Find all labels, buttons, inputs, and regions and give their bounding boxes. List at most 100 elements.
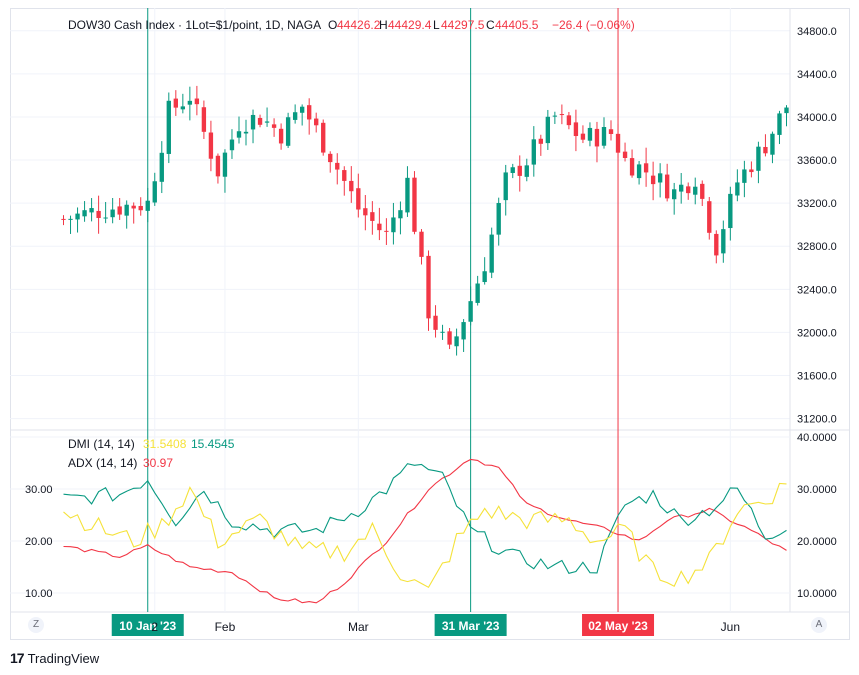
tradingview-logo[interactable]: 17 TradingView	[10, 650, 99, 666]
indicator-legend: DMI (14, 14) 31.5408 15.4545 ADX (14, 14…	[68, 437, 235, 470]
tradingview-mark: 17	[10, 650, 25, 666]
candle-body	[664, 174, 670, 199]
open-value: 44426.2	[337, 18, 381, 32]
candle-body	[482, 271, 487, 283]
candle-body	[707, 201, 712, 233]
candle-body	[194, 98, 200, 105]
marker-date-badge	[111, 614, 184, 636]
price-tick-label: 34800.0	[797, 26, 837, 38]
symbol-title: DOW30 Cash Index · 1Lot=$1/point, 1D, NA…	[68, 18, 321, 32]
time-tick-label: 2	[151, 620, 158, 634]
candle-body	[264, 121, 270, 123]
candle-body	[784, 107, 789, 114]
candle-body	[777, 113, 782, 135]
candle-body	[82, 210, 87, 217]
candle-body	[601, 127, 607, 146]
candle-body	[566, 115, 572, 126]
time-tick-label: Jun	[721, 620, 740, 634]
candle-body	[236, 131, 242, 138]
change-value: −26.4 (−0.06%)	[552, 18, 635, 32]
candle-body	[629, 158, 635, 176]
candle-body	[573, 122, 579, 137]
candle-body	[89, 208, 94, 213]
candle-body	[250, 114, 256, 130]
candle-body	[370, 212, 375, 221]
indicator-tick-label-left: 20.00	[25, 536, 53, 548]
candle-body	[489, 234, 494, 273]
candle-body	[742, 169, 747, 183]
price-tick-label: 31200.0	[797, 414, 837, 426]
candle-body	[145, 200, 150, 211]
open-label: O	[328, 18, 337, 32]
indicator-tick-label-left: 30.00	[25, 484, 53, 496]
candle-body	[468, 301, 473, 322]
indicator-tick-label-right: 10.0000	[797, 588, 837, 600]
marker-date-badge	[434, 614, 507, 636]
candle-body	[587, 127, 593, 141]
candle-body	[524, 165, 529, 177]
candle-body	[412, 177, 417, 232]
candle-body	[636, 164, 642, 179]
candle-body	[461, 322, 466, 340]
candle-body	[433, 315, 438, 330]
candle-body	[285, 117, 291, 146]
price-tick-label: 31600.0	[797, 371, 837, 383]
candle-body	[398, 210, 403, 219]
candle-body	[328, 153, 333, 163]
candle-body	[770, 133, 775, 155]
marker-date-badge	[582, 614, 655, 636]
candle-body	[201, 107, 207, 132]
scroll-left-button[interactable]: Z	[28, 617, 44, 633]
indicator-tick-label-left: 10.00	[25, 588, 53, 600]
candle-body	[363, 208, 368, 216]
candle-body	[138, 205, 143, 211]
price-tick-label: 32000.0	[797, 327, 837, 339]
chart-frame	[10, 8, 850, 640]
candle-body	[356, 188, 361, 210]
candle-body	[622, 151, 628, 159]
candle-body	[657, 173, 663, 183]
candle-body	[384, 230, 389, 232]
candle-body	[728, 193, 733, 229]
candle-body	[643, 163, 649, 173]
marker-date-label: 31 Mar '23	[442, 619, 500, 633]
candle-body	[257, 117, 263, 125]
candle-body	[735, 182, 740, 196]
candle-body	[615, 133, 621, 153]
price-tick-label: 32800.0	[797, 241, 837, 253]
candle-body	[110, 209, 115, 218]
candle-body	[693, 186, 698, 195]
price-tick-label: 33200.0	[797, 198, 837, 210]
candle-body	[271, 124, 277, 128]
candle-body	[475, 283, 480, 303]
chart-canvas[interactable]: 10 Jan '23 31 Mar '23 02 May '23 34800.034…	[0, 0, 859, 640]
marker-date-label: 02 May '23	[588, 619, 648, 633]
candle-body	[545, 116, 551, 144]
candle-body	[440, 331, 445, 333]
grid	[10, 8, 850, 613]
candle-body	[278, 128, 284, 144]
candle-body	[243, 131, 249, 134]
dmi-plus-value: 31.5408	[143, 437, 187, 451]
candle-body	[552, 115, 558, 117]
high-value: 44429.4	[388, 18, 432, 32]
candle-body	[594, 128, 600, 147]
adx-label: ADX (14, 14)	[68, 456, 137, 470]
axes: 34800.0 34400.0 34000.0 33600.0 33200.0 32800…	[25, 26, 837, 634]
adx-line	[63, 458, 787, 604]
dmi-minus-value: 15.4545	[191, 437, 235, 451]
candle-body	[222, 152, 228, 177]
candle-body	[335, 162, 340, 170]
candle-body	[187, 100, 193, 105]
candle-body	[131, 205, 136, 209]
candle-body	[686, 186, 691, 194]
candle-body	[503, 172, 508, 201]
candle-body	[103, 217, 108, 219]
low-label: L	[433, 18, 440, 32]
candle-body	[307, 105, 312, 120]
dmi-label: DMI (14, 14)	[68, 437, 135, 451]
indicator-tick-label-right: 30.0000	[797, 484, 837, 496]
adx-value: 30.97	[143, 456, 173, 470]
auto-scale-button[interactable]: A	[811, 617, 827, 633]
vertical-markers: 10 Jan '23 31 Mar '23 02 May '23	[111, 8, 655, 636]
